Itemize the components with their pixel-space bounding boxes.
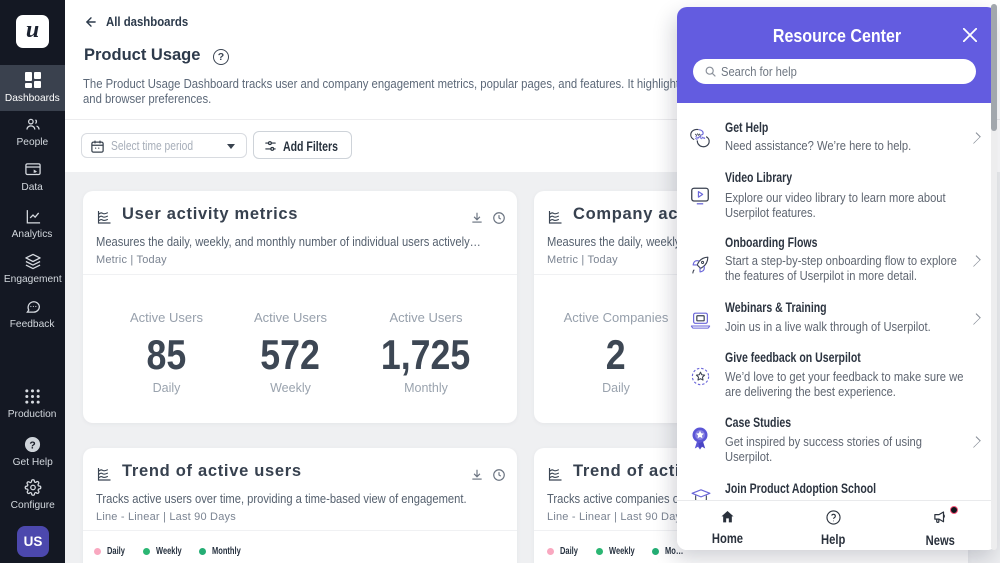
svg-text:?: ? bbox=[29, 440, 35, 451]
